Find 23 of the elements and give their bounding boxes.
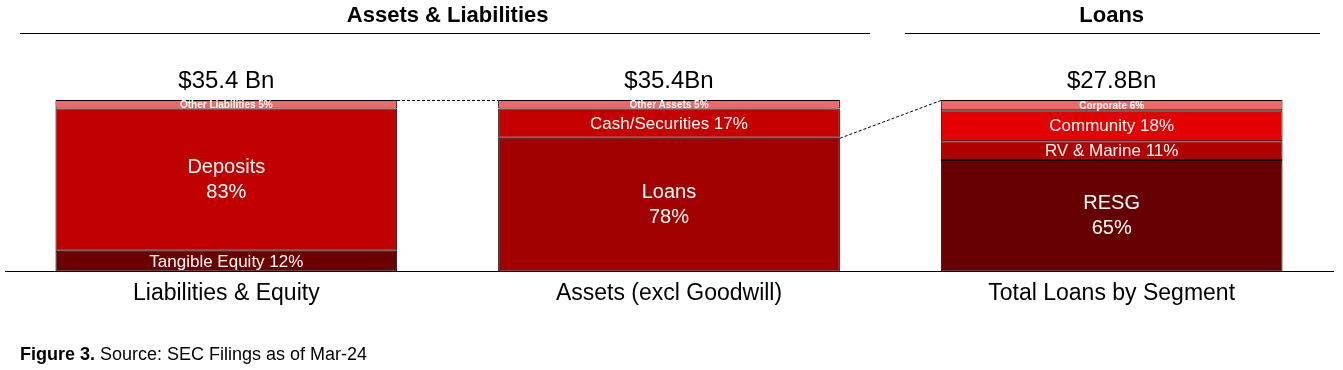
- text: RV & Marine 11%: [1044, 141, 1179, 161]
- caption: Figure 3.: [20, 344, 96, 364]
- x-tick-label: Liabilities & Equity: [133, 278, 321, 305]
- data-label: 65%: [1091, 216, 1132, 239]
- text: Assets & Liabilities: [346, 2, 549, 27]
- text: Loans: [1079, 2, 1145, 27]
- series-label: Deposits: [187, 155, 266, 178]
- series-label: RESG: [1083, 191, 1141, 214]
- text: Other Liabilities 5%: [179, 99, 273, 111]
- series-label: Loans: [641, 180, 697, 203]
- source-note: Source: SEC Filings as of Mar-24: [100, 344, 368, 364]
- x-tick-label: Total Loans by Segment: [988, 278, 1236, 305]
- text: Cash/Securities 17%: [590, 113, 748, 133]
- text: Tangible Equity 12%: [149, 251, 304, 271]
- x-tick-label: Assets (excl Goodwill): [555, 278, 783, 305]
- annotation: $27.8Bn: [1066, 66, 1157, 93]
- data-label: 78%: [648, 205, 690, 228]
- text: Community 18%: [1049, 116, 1175, 136]
- annotation: $35.4 Bn: [178, 66, 275, 93]
- text: Corporate 6%: [1079, 99, 1145, 111]
- annotation: $35.4Bn: [624, 66, 714, 93]
- text: Other Assets 5%: [629, 99, 709, 111]
- data-label: 83%: [206, 180, 247, 203]
